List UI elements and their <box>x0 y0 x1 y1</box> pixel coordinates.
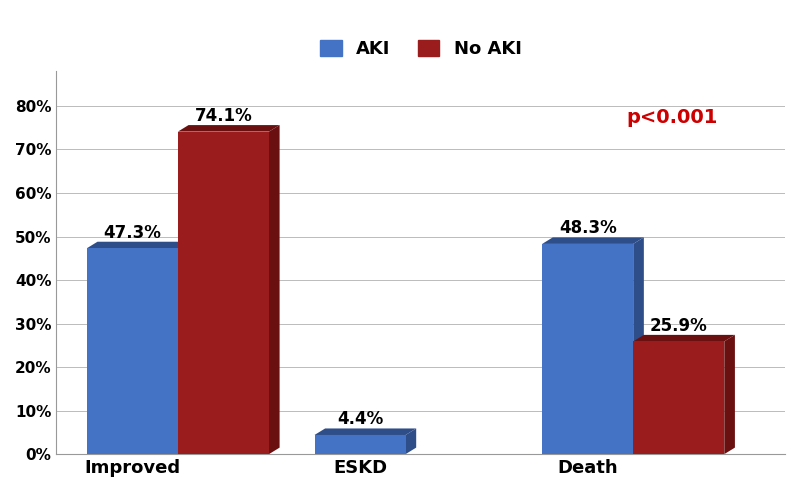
Text: p<0.001: p<0.001 <box>626 108 718 126</box>
Text: 47.3%: 47.3% <box>103 224 162 242</box>
Polygon shape <box>634 237 644 454</box>
Text: 48.3%: 48.3% <box>559 219 617 237</box>
Bar <box>87 248 178 454</box>
Bar <box>542 244 634 454</box>
Polygon shape <box>178 125 279 132</box>
Text: 74.1%: 74.1% <box>194 107 252 125</box>
Text: 4.4%: 4.4% <box>337 410 383 429</box>
Bar <box>634 341 724 454</box>
Polygon shape <box>634 335 735 341</box>
Polygon shape <box>269 125 279 454</box>
Polygon shape <box>87 242 189 248</box>
Polygon shape <box>314 429 416 435</box>
Text: 25.9%: 25.9% <box>650 317 708 335</box>
Polygon shape <box>406 429 416 454</box>
Polygon shape <box>542 237 644 244</box>
Polygon shape <box>724 335 735 454</box>
Polygon shape <box>178 242 189 454</box>
Bar <box>178 132 269 454</box>
Legend: AKI, No AKI: AKI, No AKI <box>314 34 527 63</box>
Bar <box>314 435 406 454</box>
